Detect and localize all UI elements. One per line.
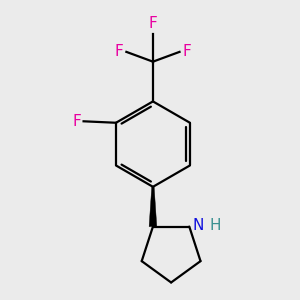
Text: N: N — [193, 218, 204, 232]
Polygon shape — [149, 187, 157, 226]
Text: F: F — [148, 16, 157, 31]
Text: H: H — [210, 218, 221, 232]
Text: F: F — [115, 44, 123, 59]
Text: F: F — [182, 44, 191, 59]
Text: F: F — [73, 114, 81, 129]
